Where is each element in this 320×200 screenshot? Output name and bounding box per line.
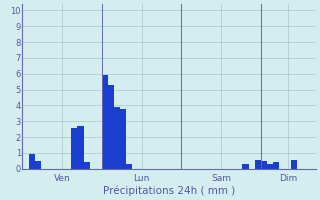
Bar (28, 154, 35, 169)
Bar (120, 109, 126, 169)
Bar (114, 107, 120, 169)
Bar (102, 75, 108, 169)
X-axis label: Précipitations 24h ( mm ): Précipitations 24h ( mm ) (103, 185, 235, 196)
Bar (292, 160, 298, 169)
Bar (108, 85, 114, 169)
Bar (77, 126, 84, 169)
Bar (84, 162, 90, 169)
Bar (273, 162, 279, 169)
Bar (71, 128, 77, 169)
Bar (267, 164, 273, 169)
Bar (35, 161, 41, 169)
Bar (126, 164, 132, 169)
Bar (243, 164, 249, 169)
Bar (255, 160, 261, 169)
Bar (261, 161, 267, 169)
